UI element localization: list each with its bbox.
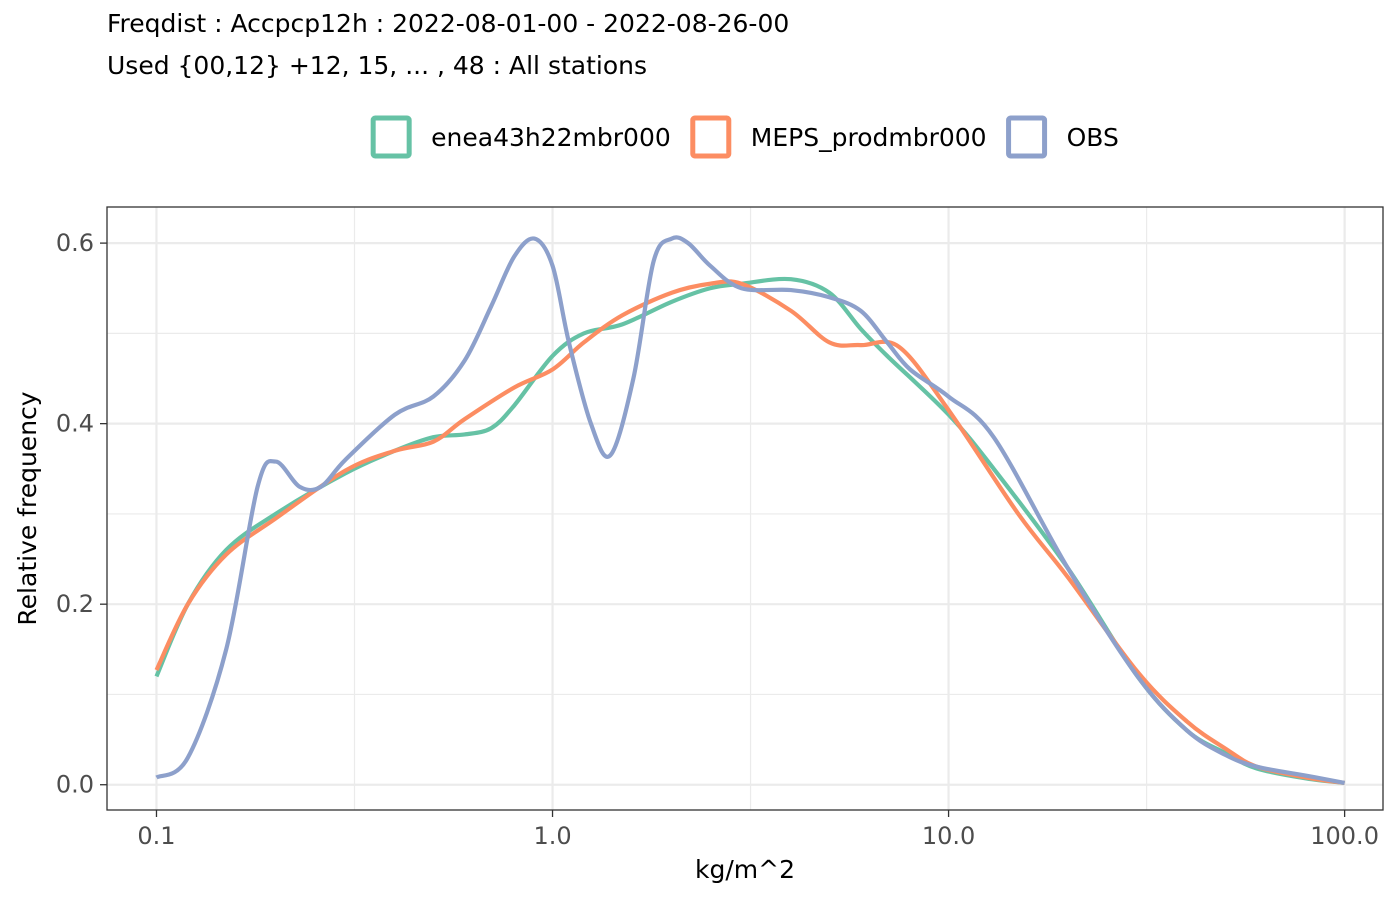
legend: enea43h22mbr000 MEPS_prodmbr000 OBS	[370, 115, 1119, 159]
y-tick-label: 0.4	[56, 410, 94, 438]
legend-item-enea43h22mbr000: enea43h22mbr000	[370, 115, 671, 159]
x-tick-label: 100.0	[1310, 822, 1379, 850]
y-tick-label: 0.6	[56, 229, 94, 257]
legend-key	[1006, 115, 1048, 159]
legend-key	[370, 115, 412, 159]
grid-minor	[107, 207, 1383, 810]
legend-label: OBS	[1067, 123, 1119, 152]
plot-panel	[107, 207, 1383, 810]
legend-item-MEPS_prodmbr000: MEPS_prodmbr000	[690, 115, 987, 159]
x-tick-label: 0.1	[137, 822, 175, 850]
y-tick-label: 0.0	[56, 771, 94, 799]
series-layer	[154, 235, 1346, 786]
legend-key	[690, 115, 732, 159]
x-axis-title: kg/m^2	[695, 855, 795, 884]
series-line-MEPS_prodmbr000	[154, 279, 1345, 785]
x-tick-label: 10.0	[922, 822, 975, 850]
series-line-OBS	[155, 235, 1346, 785]
legend-item-OBS: OBS	[1006, 115, 1119, 159]
plot-border	[106, 206, 1384, 811]
x-axis: 0.1 1.0 10.0 100.0	[137, 810, 1379, 850]
legend-label: enea43h22mbr000	[431, 123, 671, 152]
legend-label: MEPS_prodmbr000	[751, 123, 987, 152]
chart-title: Freqdist : Accpcp12h : 2022-08-01-00 - 2…	[107, 9, 790, 38]
y-axis: 0.0 0.2 0.4 0.6	[56, 229, 107, 799]
y-tick-label: 0.2	[56, 590, 94, 618]
x-tick-label: 1.0	[533, 822, 571, 850]
y-axis-title: Relative frequency	[13, 391, 42, 625]
chart-subtitle: Used {00,12} +12, 15, ... , 48 : All sta…	[107, 51, 648, 80]
grid-major	[107, 207, 1383, 810]
